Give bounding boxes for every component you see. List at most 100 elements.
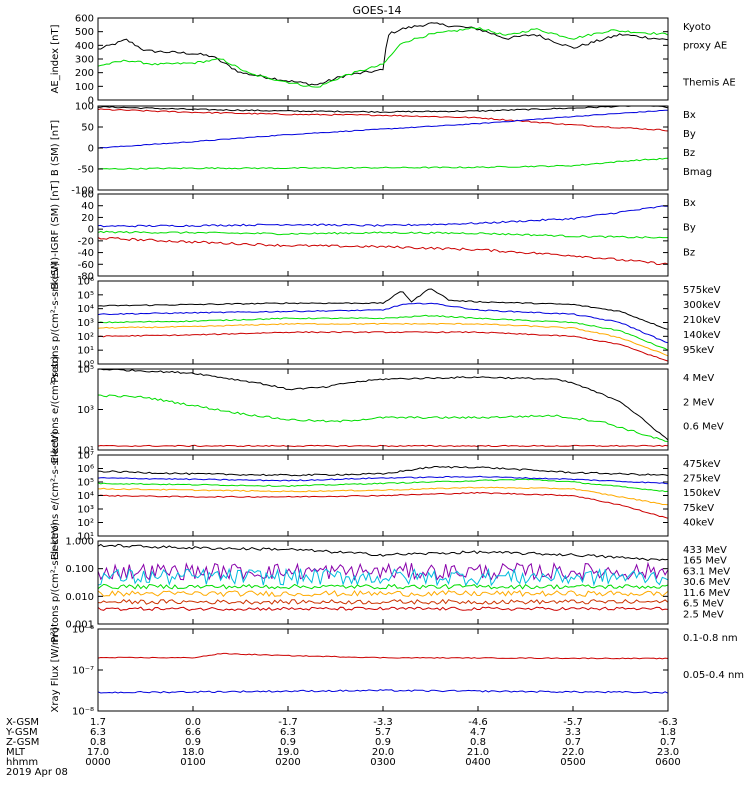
series-2-mev xyxy=(97,394,669,442)
panel-2: -100 -50 0 50 100 B (SM) [nT] Bx By Bz Bmag xyxy=(50,102,712,197)
panel-frame xyxy=(97,105,669,191)
series-bx xyxy=(97,109,668,149)
legend-entry: 140keV xyxy=(683,330,721,341)
y-tick-label: 100 xyxy=(75,82,94,93)
series-by xyxy=(97,157,669,170)
y-axis-label: Protons p/(cm²-s-sr-keV) xyxy=(50,522,61,643)
panel-frame xyxy=(97,628,669,712)
ephemeris-value: 1.7 xyxy=(90,717,106,728)
series-themis-ae xyxy=(98,22,669,86)
legend-entry: 2.5 MeV xyxy=(683,609,724,620)
ephemeris-value: 0.9 xyxy=(185,737,201,748)
series-40kev xyxy=(97,465,669,477)
ephemeris-value: -3.3 xyxy=(373,717,393,728)
legend-entry: 4 MeV xyxy=(683,373,714,384)
series-275kev xyxy=(98,486,669,506)
ephemeris-value: 0.9 xyxy=(280,737,296,748)
ephemeris-value: 0000 xyxy=(85,757,110,768)
ephemeris-value: 18.0 xyxy=(182,747,204,758)
y-tick-label: 50 xyxy=(81,123,94,134)
panel-4: 10⁰ 10¹ 10² 10³ 10⁴ 10⁵ 10⁶ Protons p/(cm²-s-sr… xyxy=(50,262,721,383)
ephemeris-row-label: Z-GSM xyxy=(6,737,39,748)
y-tick-label: 300 xyxy=(75,55,94,66)
ephemeris-value: 0600 xyxy=(655,757,680,768)
ephemeris-value: 17.0 xyxy=(87,747,109,758)
ephemeris-value: 0.7 xyxy=(565,737,581,748)
panel-8: 10⁻⁸ 10⁻⁷ 10⁻⁶ Xray Flux [W/m²] 0.1-0.8 nm 0.… xyxy=(50,625,744,718)
y-tick-label: 0 xyxy=(88,96,94,107)
series-bz xyxy=(97,108,669,132)
panel-frame xyxy=(97,17,669,101)
y-axis-label: Electrons e/(cm²-s-sr-keV) xyxy=(50,431,61,560)
legend-entry: 2 MeV xyxy=(683,397,714,408)
panel-6: 10¹ 10² 10³ 10⁴ 10⁵ 10⁶ 10⁷ Electrons e/(cm²-s-… xyxy=(50,431,721,560)
panel-1: 0 100 200 300 400 500 600 AE_index [nT] Kyoto pro… xyxy=(50,14,736,107)
legend-entry: 0.6 MeV xyxy=(683,422,724,433)
ephemeris-row-label: hhmm xyxy=(6,757,38,768)
y-tick-label: 500 xyxy=(75,27,94,38)
ephemeris-value: 5.7 xyxy=(375,727,391,738)
y-tick-label: 10² xyxy=(77,332,94,343)
ephemeris-value: 22.0 xyxy=(562,747,584,758)
series-95kev xyxy=(97,288,669,330)
y-tick-label: 10⁻⁷ xyxy=(72,666,94,677)
panel-7: 0.001 0.010 0.100 1.000 Protons p/(cm²-s-sr-… xyxy=(50,522,730,643)
ephemeris-value: 19.0 xyxy=(277,747,299,758)
legend-entry: Kyoto xyxy=(683,22,711,33)
legend-entry: 0.1-0.8 nm xyxy=(683,633,738,644)
series-30-6-mev xyxy=(97,583,669,590)
y-tick-label: -50 xyxy=(78,165,94,176)
y-tick-label: 10³ xyxy=(77,405,94,416)
y-tick-label: 40 xyxy=(81,201,94,212)
y-tick-label: 10⁰ xyxy=(77,360,94,371)
legend-entry: Bx xyxy=(683,110,696,121)
y-tick-label: 10² xyxy=(77,518,94,529)
legend-entry: Bx xyxy=(683,198,696,209)
legend-entry: 40keV xyxy=(683,517,714,528)
legend-entry: 165 MeV xyxy=(683,556,727,567)
legend-entry: Themis AE xyxy=(682,78,736,89)
legend-entry: 11.6 MeV xyxy=(683,588,730,599)
ephemeris-value: 0100 xyxy=(180,757,205,768)
series-165-mev xyxy=(97,598,669,605)
ephemeris-value: 0400 xyxy=(465,757,490,768)
y-tick-label: 100 xyxy=(75,102,94,113)
y-tick-label: 10⁵ xyxy=(77,478,94,489)
ephemeris-value: 0.9 xyxy=(375,737,391,748)
y-tick-label: 10⁴ xyxy=(77,491,94,502)
legend-entry: 300keV xyxy=(683,300,721,311)
series-bz xyxy=(97,236,669,266)
panel-frame xyxy=(97,280,669,365)
ephemeris-value: 0200 xyxy=(275,757,300,768)
ephemeris-value: 6.6 xyxy=(185,727,201,738)
ephemeris-value: 20.0 xyxy=(372,747,394,758)
ephemeris-value: -4.6 xyxy=(468,717,488,728)
ephemeris-value: 21.0 xyxy=(467,747,489,758)
ephemeris-value: -1.7 xyxy=(278,717,298,728)
legend-entry: 0.05-0.4 nm xyxy=(683,670,744,681)
ephemeris-value: 4.7 xyxy=(470,727,486,738)
legend-entry: 575keV xyxy=(683,285,721,296)
y-axis-label: AE_index [nT] xyxy=(50,24,61,93)
series-bx xyxy=(97,205,668,228)
y-axis-label: B (SM)-IGRF (SM) [nT] xyxy=(50,180,61,289)
y-axis-label: B (SM) [nT] xyxy=(50,120,61,176)
ephemeris-value: 0.0 xyxy=(185,717,201,728)
ephemeris-value: 6.3 xyxy=(90,727,106,738)
ephemeris-value: -6.3 xyxy=(658,717,678,728)
ephemeris-value: 0.7 xyxy=(660,737,676,748)
y-tick-label: 0 xyxy=(88,144,94,155)
series-75kev xyxy=(97,475,669,485)
y-tick-label: 10³ xyxy=(77,318,94,329)
ephemeris-value: 0500 xyxy=(560,757,585,768)
ephemeris-value: 23.0 xyxy=(657,747,679,758)
y-tick-label: 10⁷ xyxy=(77,451,94,462)
legend-entry: 30.6 MeV xyxy=(683,577,730,588)
y-tick-label: 400 xyxy=(75,41,94,52)
ephemeris-row-label: MLT xyxy=(6,747,26,758)
y-tick-label: 10¹ xyxy=(77,532,94,543)
legend-entry: 433 MeV xyxy=(683,545,727,556)
ephemeris-value: 0.8 xyxy=(470,737,486,748)
series-210kev xyxy=(97,314,669,351)
